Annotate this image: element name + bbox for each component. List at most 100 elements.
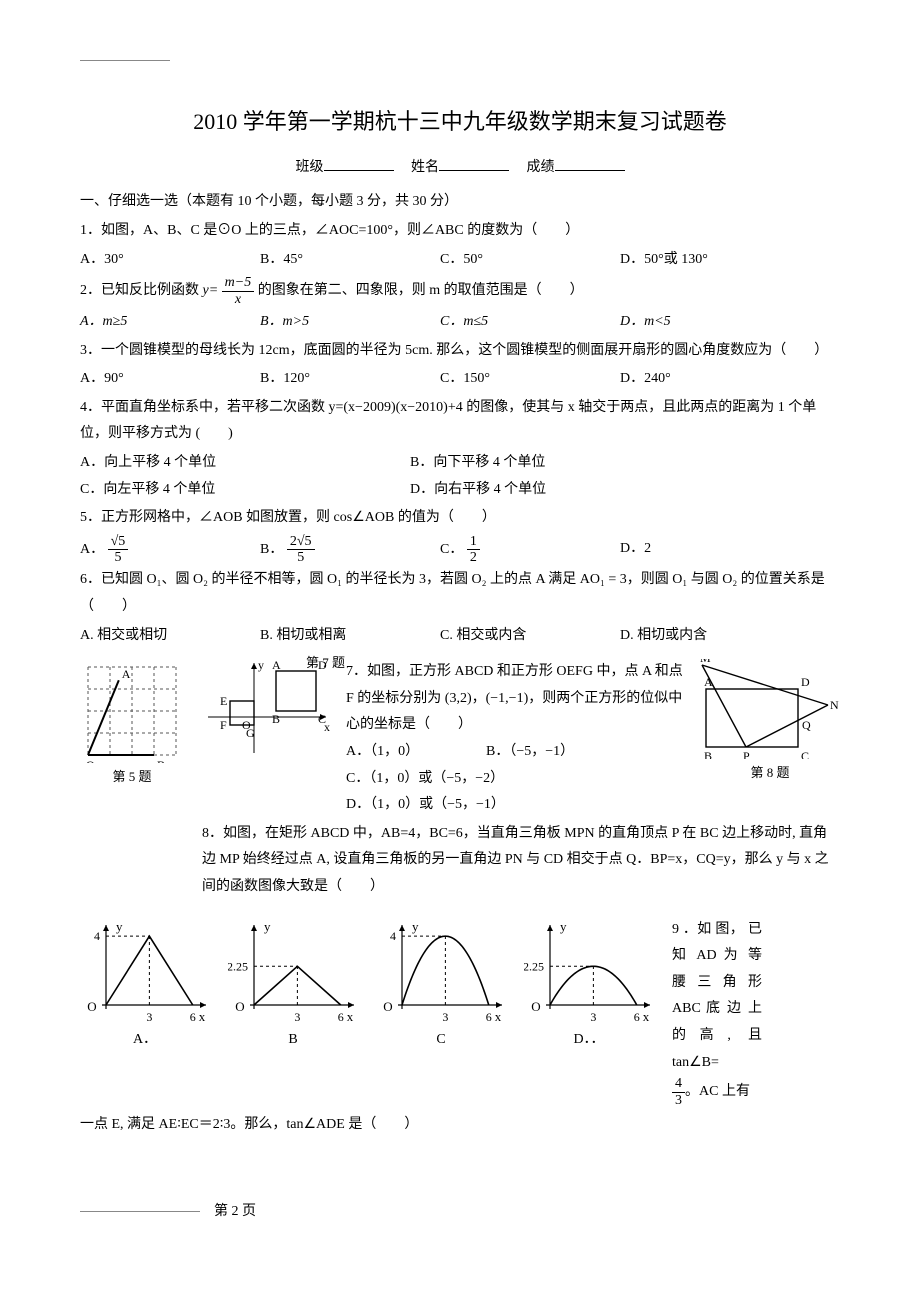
svg-text:O: O (87, 999, 96, 1014)
q1-opt-d: D．50°或 130° (620, 247, 790, 274)
q8-charts: Oxy364 A． Oxy362.25 B Oxy364 C Oxy362.25… (80, 917, 840, 1108)
q2-num: m−5 (222, 275, 255, 291)
q6-opt-c: C. 相交或内含 (440, 623, 610, 650)
q2-text: 2．已知反比例函数 y= m−5 x 的图象在第二、四象限，则 m 的取值范围是… (80, 275, 840, 307)
svg-text:3: 3 (146, 1010, 152, 1024)
page-title: 2010 学年第一学期杭十三中九年级数学期末复习试题卷 (80, 101, 840, 143)
svg-text:P: P (743, 749, 750, 759)
top-rule (80, 60, 170, 61)
label-name: 姓名 (411, 160, 439, 175)
svg-text:y: y (412, 919, 419, 934)
q3-opts: A．90° B．120° C．150° D．240° (80, 366, 840, 393)
fig5-box: AOB 第 5 题 (80, 659, 184, 790)
svg-text:x: x (643, 1009, 650, 1024)
svg-text:x: x (495, 1009, 502, 1024)
svg-text:x: x (324, 720, 330, 734)
q6-opt-a: A. 相交或相切 (80, 623, 250, 650)
svg-text:B: B (157, 758, 165, 763)
q5-opt-b: B． 2√55 (260, 534, 430, 566)
q2-eqL: y= (203, 283, 219, 298)
q2-opt-c: C．m≤5 (440, 309, 610, 336)
chart-b-svg: Oxy362.25 (228, 917, 358, 1027)
footer: 第 2 页 (80, 1199, 840, 1226)
fig8-box: ADBCPQMN 第 8 题 (700, 659, 840, 786)
q4-opt-d: D．向右平移 4 个单位 (410, 477, 730, 504)
q1-opt-a: A．30° (80, 247, 250, 274)
svg-text:6: 6 (486, 1010, 492, 1024)
figure-row: AOB 第 5 题 ADBCEFGOyx 第 7 题 7．如图，正方形 ABCD… (80, 659, 840, 902)
q5-opt-c: C． 12 (440, 534, 610, 566)
footer-rule (80, 1211, 200, 1212)
q7-opt-d: D．（1，0）或（−5，−1） (346, 792, 505, 819)
q7-block: ADBCEFGOyx 第 7 题 7．如图，正方形 ABCD 和正方形 OEFG… (202, 659, 840, 902)
q6-opt-d: D. 相切或内含 (620, 623, 790, 650)
svg-text:F: F (220, 718, 227, 732)
q6-opt-b: B. 相切或相离 (260, 623, 430, 650)
q3-opt-b: B．120° (260, 366, 430, 393)
svg-text:O: O (86, 758, 95, 763)
blank-class (324, 156, 394, 171)
q8-text: 8．如图，在矩形 ABCD 中，AB=4，BC=6，当直角三角板 MPN 的直角… (202, 821, 840, 901)
q6-opts: A. 相交或相切 B. 相切或相离 C. 相交或内含 D. 相切或内含 (80, 623, 840, 650)
q7-opt-b: B．（−5，−1） (486, 739, 626, 766)
svg-text:A: A (272, 659, 281, 672)
q9-tail: 。AC 上有 (685, 1084, 750, 1099)
meta-row: 班级 姓名 成绩 (80, 155, 840, 182)
chart-d-svg: Oxy362.25 (524, 917, 654, 1027)
svg-text:2.25: 2.25 (228, 959, 248, 973)
chart-a-svg: Oxy364 (80, 917, 210, 1027)
svg-text:B: B (272, 712, 280, 726)
q4-opt-c: C．向左平移 4 个单位 (80, 477, 400, 504)
svg-text:6: 6 (338, 1010, 344, 1024)
svg-text:3: 3 (590, 1010, 596, 1024)
chart-b: Oxy362.25 B (228, 917, 358, 1054)
svg-text:E: E (220, 694, 227, 708)
q3-opt-a: A．90° (80, 366, 250, 393)
q2-suffix: 的图象在第二、四象限，则 m 的取值范围是（ ） (258, 283, 584, 298)
q7-opts: A．（1，0） B．（−5，−1） C．（1，0）或（−5，−2） D．（1，0… (346, 739, 686, 819)
chart-c-svg: Oxy364 (376, 917, 506, 1027)
svg-text:6: 6 (190, 1010, 196, 1024)
svg-text:x: x (199, 1009, 206, 1024)
fig8-caption: 第 8 题 (700, 761, 840, 786)
chart-d-label: D．． (524, 1027, 654, 1054)
q2-opt-b: B．m>5 (260, 309, 430, 336)
q9-text2: 一点 E, 满足 AE∶EC＝2∶3。那么，tan∠ADE 是（ ） (80, 1112, 840, 1139)
q5-text: 5．正方形网格中，∠AOB 如图放置，则 cos∠AOB 的值为（ ） (80, 505, 840, 532)
blank-score (555, 156, 625, 171)
fig8-svg: ADBCPQMN (700, 659, 840, 759)
q3-opt-d: D．240° (620, 366, 790, 393)
svg-text:y: y (560, 919, 567, 934)
q9-frac: 4 3 (672, 1076, 685, 1108)
chart-a-label: A． (80, 1027, 210, 1054)
q1-opt-b: B．45° (260, 247, 430, 274)
q6-text: 6．已知圆 O₁、圆 O₂ 的半径不相等，圆 O₁ 的半径长为 3，若圆 O₂ … (80, 567, 840, 620)
chart-d: Oxy362.25 D．． (524, 917, 654, 1054)
q7-opt-c: C．（1，0）或（−5，−2） (346, 766, 556, 793)
svg-text:N: N (830, 698, 839, 712)
label-class: 班级 (296, 160, 324, 175)
section-heading: 一、仔细选一选（本题有 10 个小题，每小题 3 分，共 30 分） (80, 189, 840, 216)
q3-text: 3．一个圆锥模型的母线长为 12cm，底面圆的半径为 5cm. 那么，这个圆锥模… (80, 338, 840, 365)
svg-text:6: 6 (634, 1010, 640, 1024)
q9-side: 9 ．如 图， 已 知 AD 为 等 腰 三 角 形 ABC 底 边 上 的高,… (672, 917, 762, 1108)
chart-c: Oxy364 C (376, 917, 506, 1054)
q4-opt-a: A．向上平移 4 个单位 (80, 450, 400, 477)
q5-opts: A． √55 B． 2√55 C． 12 D．2 (80, 534, 840, 566)
q2-den: x (222, 292, 255, 307)
svg-text:3: 3 (294, 1010, 300, 1024)
svg-text:D: D (801, 675, 810, 689)
svg-text:x: x (347, 1009, 354, 1024)
svg-text:y: y (258, 659, 264, 672)
fig5-caption: 第 5 题 (80, 765, 184, 790)
q2-opts: A．m≥5 B．m>5 C．m≤5 D．m<5 (80, 309, 840, 336)
svg-text:2.25: 2.25 (524, 959, 544, 973)
q4-text: 4．平面直角坐标系中，若平移二次函数 y=(x−2009)(x−2010)+4 … (80, 395, 840, 448)
q2-prefix: 2．已知反比例函数 (80, 283, 203, 298)
fig7-caption: 第 7 题 (306, 651, 345, 676)
chart-b-label: B (228, 1027, 358, 1054)
svg-text:M: M (700, 659, 711, 665)
blank-name (439, 156, 509, 171)
label-score: 成绩 (527, 160, 555, 175)
svg-text:y: y (116, 919, 123, 934)
